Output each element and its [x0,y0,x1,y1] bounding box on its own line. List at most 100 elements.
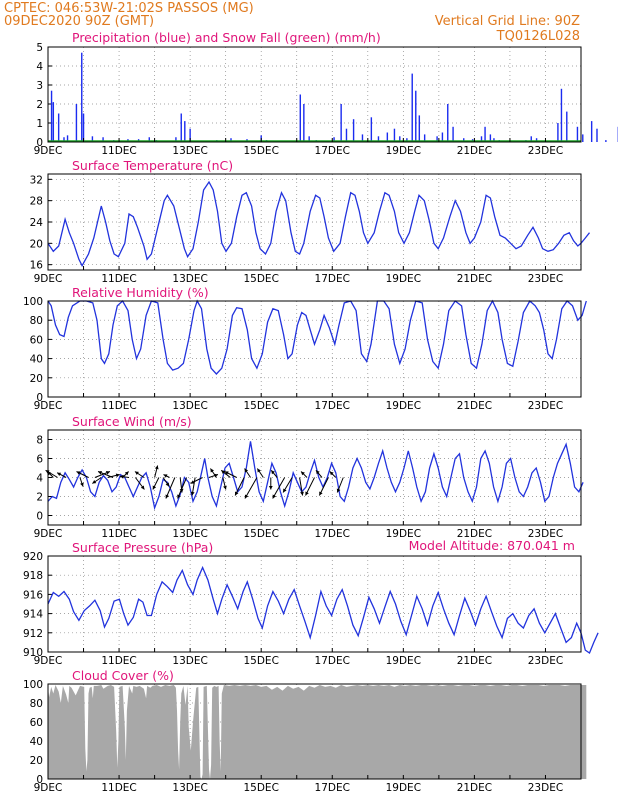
x-tick-label: 21DEC [457,273,492,285]
wind-arrow-head [165,482,170,487]
x-tick-label: 21DEC [457,782,492,794]
wind-arrow-head [57,472,62,476]
wind-arrow-head [152,485,157,490]
precip-bar [299,94,301,142]
precip-bar [530,136,532,142]
wind-arrow-head [244,494,249,499]
x-tick-label: 15DEC [243,400,278,412]
precip-bar [463,138,465,142]
precip-bar [447,104,449,142]
wind-arrow-head [134,471,139,475]
precip-bar [102,137,104,142]
x-tick-label: 21DEC [457,528,492,540]
precip-bar [566,111,568,142]
precip-bar [340,104,342,142]
x-tick-label: 21DEC [457,655,492,667]
precip-bar [361,134,364,142]
wind-panel: 0 2 4 6 8 9DEC 11DEC 13DEC 15DEC 17DEC 19DEC 21DEC 2… [34,414,584,540]
precip-bar [452,126,454,142]
x-tick-label: 15DEC [243,655,278,667]
y-tick-label: 100 [23,679,43,691]
y-tick-label: 32 [30,174,43,186]
precip-bar [386,132,389,142]
wind-arrow-head [316,470,320,475]
precip-bar [605,140,607,142]
wind-arrow-head [92,480,97,484]
y-tick-label: 918 [23,570,43,582]
precip-title: Precipitation (blue) and Snow Fall (gree… [72,30,381,45]
pressure-panel: 910 912 914 916 918 920 9DEC 11DEC 13DEC 15DEC 17D… [23,540,599,667]
y-tick-label: 6 [36,454,43,466]
humidity-line [47,299,587,375]
y-tick-label: 8 [36,435,43,447]
y-tick-label: 80 [30,698,43,710]
precip-bar [560,88,563,142]
wind-arrow-head [300,491,304,496]
wind-arrow-head [301,471,305,476]
pressure-line [47,565,599,654]
precip-bar [91,136,94,142]
wind-title: Surface Wind (m/s) [72,414,192,429]
humidity-title: Relative Humidity (%) [72,285,209,300]
x-tick-label: 15DEC [243,145,278,157]
x-tick-label: 23DEC [528,273,563,285]
x-tick-label: 19DEC [386,528,421,540]
x-tick-label: 17DEC [315,273,350,285]
x-tick-label: 13DEC [172,400,207,412]
wind-arrow-head [115,473,120,478]
wind-arrow-head [120,474,124,479]
wind-arrow-head [221,470,226,474]
wind-arrow-head [76,471,81,475]
x-tick-label: 15DEC [243,273,278,285]
x-tick-label: 15DEC [243,528,278,540]
model-altitude-label: Model Altitude: 870.041 m [409,538,575,553]
y-tick-label: 40 [30,736,43,748]
precip-bar [557,123,559,142]
precip-panel: 0 1 2 3 4 5 9DEC 11DEC 13DEC 15DEC 17DEC 19DEC 21DEC… [34,30,618,157]
precip-bar [57,113,60,142]
precip-bar [303,104,305,142]
wind-arrow-head [163,474,168,478]
cloud-frame [47,683,582,780]
y-tick-label: 4 [36,61,43,73]
wind-arrow [244,477,258,499]
precip-bar [63,137,65,142]
y-tick-label: 2 [36,99,43,111]
wind-arrow-head [319,491,323,496]
precip-bar [406,138,408,142]
precip-bar [535,138,538,142]
x-tick-label: 9DEC [34,273,63,285]
x-tick-label: 13DEC [172,273,207,285]
precip-bar [415,90,417,142]
cloud-cover-area [48,685,587,779]
x-tick-label: 11DEC [101,273,136,285]
precip-bar [352,119,355,142]
wind-arrow-head [210,468,214,473]
precip-bar [148,137,150,142]
x-tick-label: 11DEC [101,782,136,794]
precip-bar [493,138,495,142]
y-tick-label: 28 [30,196,43,208]
wind-arrow-head [336,488,341,493]
precip-bar [81,52,83,143]
precip-bar [82,113,85,142]
x-tick-label: 11DEC [101,145,136,157]
precip-bar [441,132,444,142]
precip-bar [582,134,584,142]
wind-arrow-head [165,494,169,499]
x-tick-label: 23DEC [528,782,563,794]
y-tick-label: 0 [36,511,43,523]
y-tick-label: 100 [23,296,43,308]
precip-bar [345,128,348,142]
x-tick-label: 15DEC [243,782,278,794]
wind-arrow-head [190,480,195,484]
precip-bar [418,115,421,142]
y-tick-label: 60 [30,717,43,729]
y-tick-label: 60 [30,334,43,346]
y-tick-label: 24 [30,217,44,229]
precip-bar [484,126,486,142]
wind-arrow-head [177,494,181,499]
x-tick-label: 23DEC [528,528,563,540]
x-tick-label: 21DEC [457,400,492,412]
